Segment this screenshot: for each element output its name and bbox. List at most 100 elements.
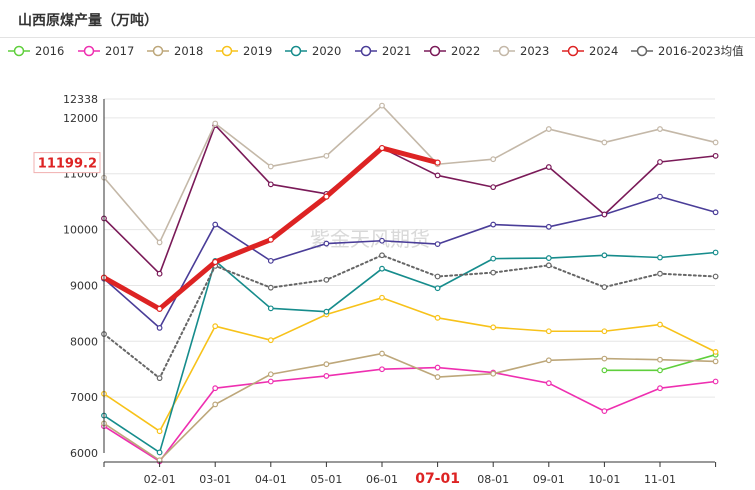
legend-swatch-marker xyxy=(152,45,164,57)
y-tick-label-12338: 12338 xyxy=(63,93,98,106)
point-2019 xyxy=(657,321,663,328)
title-divider xyxy=(0,37,755,38)
point-2018 xyxy=(490,370,497,377)
legend-swatch-marker xyxy=(429,45,441,57)
legend-label-2022: 2022 xyxy=(451,44,480,58)
legend-label-2020: 2020 xyxy=(312,44,341,58)
watermark: 紫金天风期货 xyxy=(310,227,430,251)
series-2016-2023均值 xyxy=(101,252,719,382)
line-2017 xyxy=(103,366,717,463)
point-2016 xyxy=(601,367,608,374)
legend-swatch-marker xyxy=(498,45,510,57)
legend-item-2019: 2019 xyxy=(216,44,272,58)
point-2022 xyxy=(545,164,552,170)
x-tick-label-06-01: 06-01 xyxy=(366,473,398,486)
line-2021 xyxy=(103,195,717,329)
point-2024 xyxy=(378,144,386,152)
legend-label-2023: 2023 xyxy=(520,44,549,58)
line-2022 xyxy=(103,124,717,275)
point-2022 xyxy=(490,184,497,191)
point-2017 xyxy=(712,378,719,385)
point-2021 xyxy=(156,324,163,331)
legend: 2016 2017 2018 2019 2020 2021 2022 2023 2024 2016… xyxy=(8,44,744,58)
point-2017 xyxy=(601,408,608,415)
legend-item-2016-2023均值: 2016-2023均值 xyxy=(631,44,744,58)
point-2019 xyxy=(490,324,497,331)
x-tick-label-03-01: 03-01 xyxy=(199,473,231,486)
point-2023 xyxy=(379,102,385,109)
point-2017 xyxy=(267,378,274,385)
point-2019 xyxy=(712,349,719,355)
legend-item-2022: 2022 xyxy=(424,44,480,58)
point-2019 xyxy=(434,314,441,321)
x-tick-label-04-01: 04-01 xyxy=(255,473,287,486)
point-2024 xyxy=(212,258,219,266)
legend-label-2016-2023均值: 2016-2023均值 xyxy=(658,44,744,58)
point-2023 xyxy=(545,126,552,132)
point-2019 xyxy=(212,323,219,330)
legend-swatch-marker xyxy=(360,45,372,57)
point-2016-2023均值 xyxy=(434,273,441,280)
point-2019 xyxy=(545,328,552,335)
point-2019 xyxy=(156,428,163,435)
point-2020 xyxy=(712,249,719,256)
line-2023 xyxy=(103,104,717,244)
point-2018 xyxy=(434,374,441,380)
point-2017 xyxy=(545,380,552,387)
point-2023 xyxy=(267,163,274,170)
point-2016-2023均值 xyxy=(267,284,274,291)
point-2020 xyxy=(323,308,330,315)
point-2016-2023均值 xyxy=(156,375,163,382)
x-tick-label-10-01: 10-01 xyxy=(588,473,620,486)
highlight-value-label: 11199.2 xyxy=(38,157,97,172)
highlight-value-box xyxy=(33,152,101,174)
point-2016-2023均值 xyxy=(323,276,330,283)
point-2023 xyxy=(212,120,219,127)
point-2023 xyxy=(490,156,497,163)
point-2023 xyxy=(323,152,330,159)
series-group xyxy=(100,102,719,465)
point-2017 xyxy=(212,385,219,392)
x-tick-label-09-01: 09-01 xyxy=(533,473,565,486)
chart-title: 山西原煤产量（万吨） xyxy=(18,13,158,29)
point-2023 xyxy=(657,126,663,132)
legend-swatch-marker xyxy=(83,45,95,57)
legend-swatch-marker xyxy=(221,45,233,57)
legend-swatch-marker xyxy=(636,45,648,57)
point-2016-2023均值 xyxy=(601,284,608,291)
point-2018 xyxy=(267,371,274,378)
point-2022 xyxy=(267,181,274,188)
line-2018 xyxy=(103,352,717,462)
series-2017 xyxy=(101,364,719,465)
series-2022 xyxy=(101,122,719,277)
legend-item-2020: 2020 xyxy=(285,44,341,58)
legend-label-2018: 2018 xyxy=(174,44,203,58)
legend-label-2024: 2024 xyxy=(589,44,618,58)
point-2018 xyxy=(545,357,552,364)
legend-item-2021: 2021 xyxy=(355,44,411,58)
point-2020 xyxy=(601,252,608,259)
point-2022 xyxy=(601,211,608,218)
point-2022 xyxy=(657,159,663,165)
point-2019 xyxy=(601,328,608,335)
point-2017 xyxy=(434,364,441,371)
point-2017 xyxy=(323,373,330,379)
point-2021 xyxy=(323,240,330,247)
x-tick-label-05-01: 05-01 xyxy=(310,473,342,486)
legend-label-2016: 2016 xyxy=(35,44,64,58)
point-2018 xyxy=(712,358,719,365)
legend-item-2018: 2018 xyxy=(147,44,203,58)
y-tick-label-9000: 9000 xyxy=(70,279,98,292)
point-2019 xyxy=(379,294,385,301)
line-2016-2023均值 xyxy=(103,254,717,380)
point-2021 xyxy=(379,237,385,244)
axes: 60007000800090001000011000120001233802-0… xyxy=(33,93,717,487)
point-2022 xyxy=(712,152,719,159)
legend-swatch-marker xyxy=(567,45,579,57)
point-2022 xyxy=(156,270,163,277)
point-2020 xyxy=(434,285,441,292)
point-2021 xyxy=(490,221,497,228)
legend-item-2024: 2024 xyxy=(562,44,618,58)
line-2019 xyxy=(103,296,717,433)
point-2016 xyxy=(657,367,663,374)
